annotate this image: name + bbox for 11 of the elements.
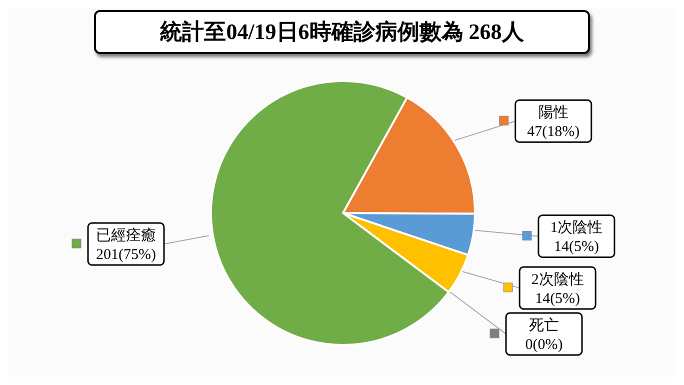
- legend-label: 陽性: [538, 104, 568, 122]
- text: 0(0%): [525, 336, 563, 353]
- chart-title: 統計至04/19日6時確診病例數為 268人: [94, 10, 590, 54]
- legend-label: 死亡: [529, 316, 559, 334]
- data-label: 201(75%): [96, 247, 156, 264]
- legend-label: 已經痊癒: [96, 227, 156, 244]
- legend-label: 1次陰性: [550, 219, 603, 236]
- data-label: 47(18%): [527, 124, 580, 140]
- data-label: 14(5%): [535, 290, 580, 307]
- data-label: 14(5%): [554, 239, 599, 256]
- legend-label: 2次陰性: [531, 270, 584, 288]
